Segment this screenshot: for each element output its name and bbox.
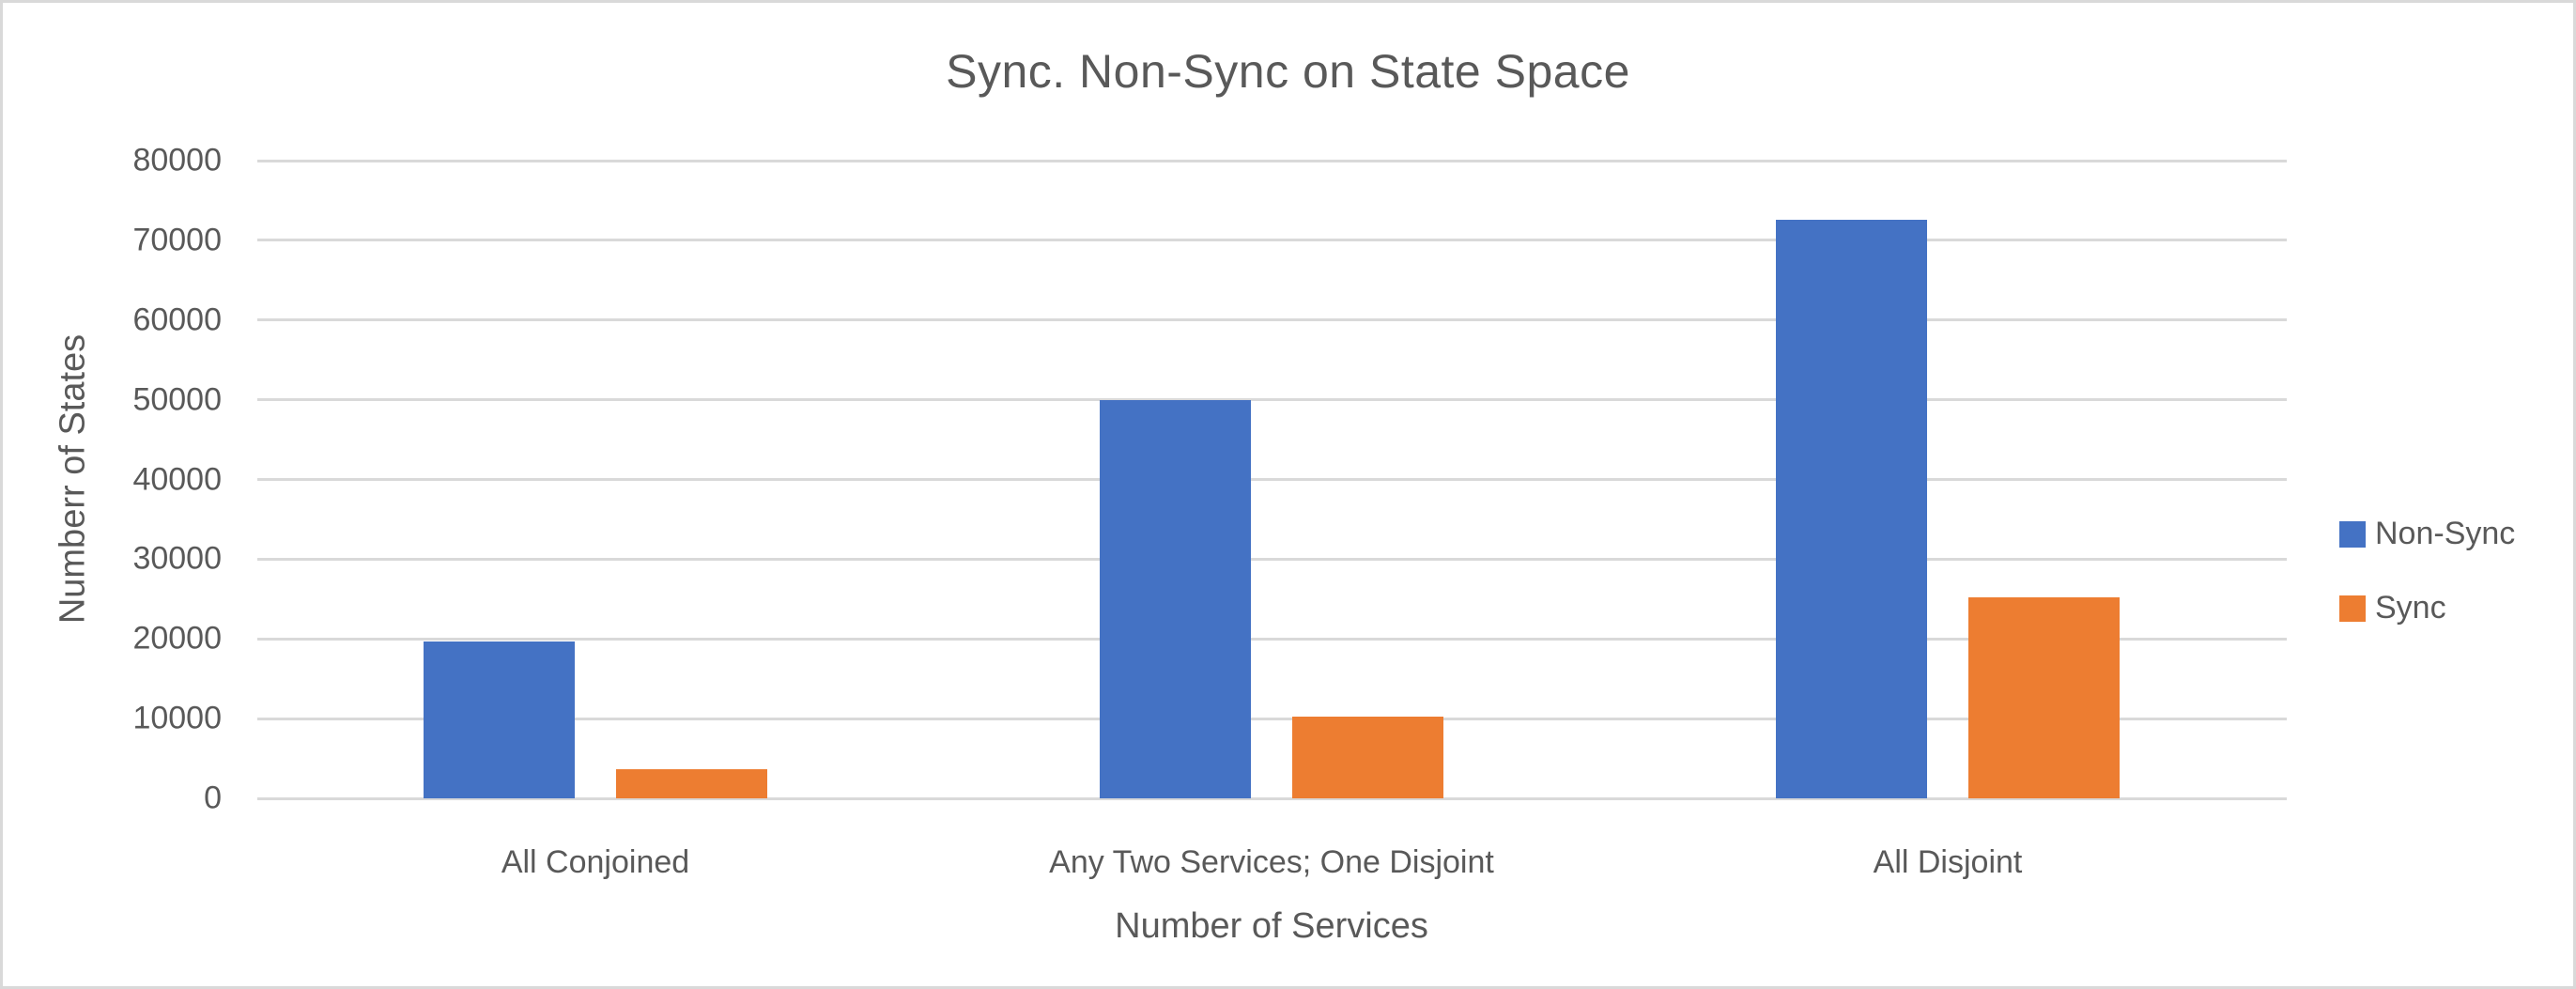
gridline-50000 [257,398,2287,402]
y-tick-label-80000: 80000 [132,142,222,178]
gridline-80000 [257,159,2287,162]
gridline-70000 [257,239,2287,242]
y-tick-label-70000: 70000 [132,222,222,258]
y-tick-label-50000: 50000 [132,381,222,418]
bar-non-sync-3 [1776,219,1927,798]
y-tick-label-40000: 40000 [132,461,222,497]
category-label-1: All Conjoined [501,844,690,880]
category-label-3: All Disjoint [1873,844,2023,880]
legend-swatch-non-sync [2339,520,2366,548]
y-tick-label-10000: 10000 [132,700,222,736]
gridline-40000 [257,478,2287,481]
chart-title: Sync. Non-Sync on State Space [946,45,1630,98]
gridline-30000 [257,557,2287,561]
legend-item-sync: Sync [2339,590,2446,626]
legend-label-sync: Sync [2375,590,2446,626]
bar-sync-3 [1968,597,2120,798]
gridline-60000 [257,318,2287,322]
bar-non-sync-1 [424,641,575,798]
y-tick-label-60000: 60000 [132,301,222,338]
bar-sync-2 [1292,716,1443,798]
legend-swatch-sync [2339,595,2366,622]
y-tick-label-0: 0 [204,780,222,816]
gridline-20000 [257,637,2287,641]
legend-label-non-sync: Non-Sync [2375,516,2516,551]
y-tick-label-20000: 20000 [132,620,222,657]
y-tick-label-30000: 30000 [132,540,222,577]
gridline-0 [257,796,2287,800]
category-label-2: Any Two Services; One Disjoint [1049,844,1494,880]
bar-non-sync-2 [1100,399,1251,798]
legend-item-non-sync: Non-Sync [2339,516,2515,552]
x-axis-title: Number of Services [1115,906,1428,946]
bar-sync-1 [616,768,767,798]
gridline-10000 [257,717,2287,720]
